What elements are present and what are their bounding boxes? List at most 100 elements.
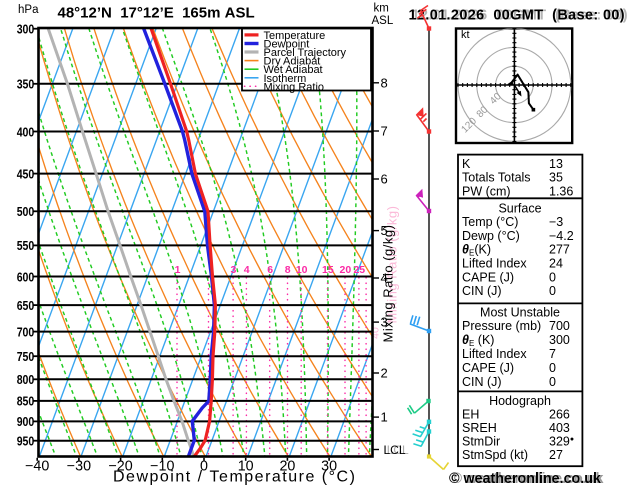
svg-text:500: 500	[17, 204, 35, 219]
svg-text:20: 20	[340, 264, 352, 276]
svg-text:700: 700	[17, 324, 35, 339]
svg-text:0: 0	[549, 361, 556, 375]
svg-text:277: 277	[549, 243, 570, 257]
svg-text:550: 550	[17, 238, 35, 253]
svg-text:Pressure (mb): Pressure (mb)	[462, 319, 541, 333]
svg-text:0: 0	[549, 284, 556, 298]
svg-text:750: 750	[17, 349, 35, 364]
svg-text:Mixing Ratio (g/kg): Mixing Ratio (g/kg)	[385, 206, 400, 324]
svg-text:Temperature: Temperature	[264, 30, 326, 42]
svg-text:24: 24	[549, 257, 563, 271]
svg-text:7: 7	[381, 124, 388, 139]
svg-text:403: 403	[549, 421, 570, 435]
svg-text:650: 650	[17, 298, 35, 313]
svg-text:−40: −40	[25, 459, 49, 475]
svg-text:Dewpoint: Dewpoint	[264, 39, 310, 51]
svg-text:15: 15	[322, 264, 334, 276]
svg-text:329●: 329●	[549, 434, 574, 448]
svg-text:1: 1	[175, 264, 181, 276]
svg-text:0: 0	[549, 270, 556, 284]
svg-text:12.01.2026 00GMT (Base: 00): 12.01.2026 00GMT (Base: 00)	[409, 8, 626, 24]
svg-text:450: 450	[17, 166, 35, 181]
svg-text:Surface: Surface	[498, 202, 541, 216]
svg-text:900: 900	[17, 414, 35, 429]
svg-text:27: 27	[549, 448, 563, 462]
svg-text:3: 3	[230, 264, 236, 276]
svg-text:700: 700	[549, 319, 570, 333]
svg-text:Isotherm: Isotherm	[264, 73, 307, 85]
svg-text:kt: kt	[461, 29, 470, 41]
svg-text:CAPE (J): CAPE (J)	[462, 270, 514, 284]
svg-text:PW (cm): PW (cm)	[462, 184, 511, 198]
svg-text:Parcel Trajectory: Parcel Trajectory	[264, 47, 347, 59]
svg-text:850: 850	[17, 394, 35, 409]
svg-text:CIN (J): CIN (J)	[462, 375, 502, 389]
svg-text:Wet Adiabat: Wet Adiabat	[264, 64, 323, 76]
svg-text:10: 10	[296, 264, 308, 276]
svg-text:13: 13	[549, 157, 563, 171]
svg-text:−20: −20	[108, 459, 132, 475]
svg-text:LCL: LCL	[387, 443, 409, 457]
svg-text:8: 8	[285, 264, 291, 276]
svg-text:StmDir: StmDir	[462, 434, 500, 448]
svg-text:−10: −10	[150, 459, 174, 475]
svg-text:12.01.2026 00GMT (Base: 00): 12.01.2026 00GMT (Base: 00)	[412, 8, 629, 24]
svg-text:K: K	[462, 157, 471, 171]
svg-text:350: 350	[17, 77, 35, 92]
svg-text:Lifted Index: Lifted Index	[462, 347, 527, 361]
svg-text:CIN (J): CIN (J)	[462, 284, 502, 298]
svg-text:300: 300	[549, 333, 570, 347]
svg-text:30: 30	[321, 459, 337, 475]
svg-text:950: 950	[17, 434, 35, 449]
svg-text:θE(K): θE(K)	[462, 243, 491, 258]
svg-text:km: km	[374, 3, 389, 15]
svg-text:300: 300	[17, 22, 35, 37]
svg-text:4: 4	[244, 264, 250, 276]
svg-text:LCL: LCL	[384, 443, 406, 457]
svg-text:EH: EH	[462, 407, 479, 421]
svg-text:2: 2	[381, 366, 388, 381]
svg-text:6: 6	[267, 264, 273, 276]
svg-text:35: 35	[549, 171, 563, 185]
svg-text:hPa: hPa	[18, 4, 39, 16]
svg-text:1.36: 1.36	[549, 184, 573, 198]
svg-text:400: 400	[17, 124, 35, 139]
svg-text:Most Unstable: Most Unstable	[480, 305, 560, 319]
svg-text:5: 5	[381, 223, 388, 238]
svg-text:© weatheronline.co.uk: © weatheronline.co.uk	[452, 471, 604, 486]
svg-text:SREH: SREH	[462, 421, 497, 435]
svg-text:Hodograph: Hodograph	[489, 394, 551, 408]
svg-text:Lifted Index: Lifted Index	[462, 257, 527, 271]
svg-text:ASL: ASL	[372, 15, 394, 27]
svg-text:Temp (°C): Temp (°C)	[462, 215, 518, 229]
svg-text:800: 800	[17, 372, 35, 387]
svg-text:Totals Totals: Totals Totals	[462, 171, 531, 185]
svg-text:6: 6	[381, 172, 388, 187]
svg-text:8: 8	[381, 75, 388, 90]
svg-text:48°12’N 17°12’E 165m ASL: 48°12’N 17°12’E 165m ASL	[58, 5, 255, 22]
svg-text:Dry Adiabat: Dry Adiabat	[264, 56, 321, 68]
svg-text:0: 0	[549, 375, 556, 389]
svg-text:Dewp (°C): Dewp (°C)	[462, 229, 520, 243]
svg-text:−30: −30	[67, 459, 91, 475]
svg-text:© weatheronline.co.uk: © weatheronline.co.uk	[449, 471, 601, 486]
svg-text:Mixing Ratio (g/kg): Mixing Ratio (g/kg)	[381, 225, 396, 343]
svg-text:θE (K): θE (K)	[462, 333, 494, 348]
svg-text:600: 600	[17, 269, 35, 284]
svg-text:CAPE (J): CAPE (J)	[462, 361, 514, 375]
svg-text:−4.2: −4.2	[549, 229, 574, 243]
svg-text:266: 266	[549, 407, 570, 421]
svg-text:Dewpoint / Temperature (°C): Dewpoint / Temperature (°C)	[113, 469, 356, 486]
svg-text:7: 7	[549, 347, 556, 361]
svg-text:0: 0	[200, 459, 208, 475]
svg-text:Mixing Ratio: Mixing Ratio	[264, 81, 325, 93]
svg-text:StmSpd (kt): StmSpd (kt)	[462, 448, 528, 462]
svg-text:3: 3	[381, 315, 388, 330]
svg-text:1: 1	[381, 410, 388, 425]
svg-text:4: 4	[381, 271, 388, 286]
svg-text:−3: −3	[549, 215, 563, 229]
svg-text:20: 20	[279, 459, 295, 475]
svg-text:25: 25	[353, 264, 365, 276]
svg-text:10: 10	[238, 459, 254, 475]
svg-text:40: 40	[370, 327, 382, 339]
